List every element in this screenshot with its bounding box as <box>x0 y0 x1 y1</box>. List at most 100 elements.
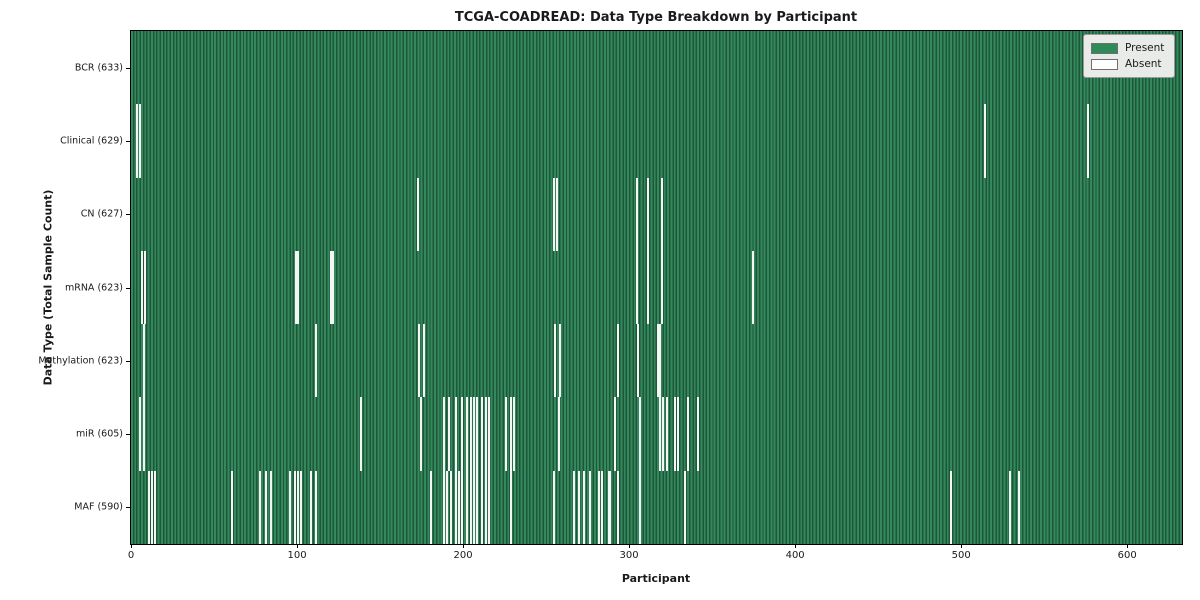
absent-stripe <box>1087 104 1090 178</box>
absent-stripe <box>559 324 562 398</box>
absent-stripe <box>466 397 469 471</box>
x-tick-mark <box>131 544 132 548</box>
absent-stripe <box>1017 470 1020 544</box>
absent-stripe <box>635 177 638 251</box>
absent-stripe <box>270 470 273 544</box>
heatmap-row-Clinical <box>131 104 1182 178</box>
absent-stripe <box>577 470 580 544</box>
absent-stripe <box>330 250 333 325</box>
y-tick-label-BCR: BCR (633) <box>74 62 123 74</box>
absent-stripe <box>673 397 676 471</box>
absent-stripe <box>556 177 559 251</box>
absent-stripe <box>557 397 560 471</box>
heatmap-row-miR <box>131 397 1182 471</box>
y-tick-mark <box>126 287 130 289</box>
absent-stripe <box>466 470 469 544</box>
absent-stripe <box>458 470 461 544</box>
legend-item-present: Present <box>1091 40 1167 56</box>
absent-stripe <box>639 397 642 471</box>
heatmap-row-CN <box>131 177 1182 251</box>
x-tick-label-500: 500 <box>951 550 971 561</box>
absent-stripe <box>360 397 363 471</box>
absent-stripe <box>295 250 298 325</box>
absent-stripe <box>288 470 291 544</box>
x-tick-label-300: 300 <box>619 550 639 561</box>
absent-stripe <box>660 250 663 325</box>
absent-stripe <box>142 324 145 398</box>
x-tick-mark <box>795 544 797 548</box>
absent-stripe <box>476 397 479 471</box>
absent-stripe <box>449 470 452 544</box>
absent-stripe <box>683 470 686 544</box>
absent-stripe <box>658 324 661 398</box>
absent-stripe <box>504 397 507 471</box>
absent-stripe <box>150 470 153 544</box>
legend-label-present: Present <box>1125 42 1165 54</box>
x-tick-label-400: 400 <box>785 550 805 561</box>
absent-stripe <box>230 470 233 544</box>
absent-stripe <box>484 397 487 471</box>
absent-stripe <box>665 397 668 471</box>
absent-stripe <box>293 470 296 544</box>
absent-stripe <box>147 470 150 544</box>
absent-stripe <box>423 324 426 398</box>
absent-stripe <box>1009 470 1012 544</box>
absent-stripe <box>473 397 476 471</box>
absent-stripe <box>443 470 446 544</box>
absent-stripe <box>481 470 484 544</box>
absent-stripe <box>647 250 650 325</box>
absent-stripe <box>416 177 419 251</box>
absent-stripe <box>614 397 617 471</box>
heatmap-row-mRNA <box>131 250 1182 325</box>
y-tick-mark <box>126 214 130 216</box>
absent-stripe <box>572 470 575 544</box>
y-tick-mark <box>126 507 130 509</box>
absent-stripe <box>446 470 449 544</box>
absent-stripe <box>660 177 663 251</box>
absent-stripe <box>635 250 638 325</box>
absent-stripe <box>461 470 464 544</box>
x-tick-mark <box>629 544 631 548</box>
absent-stripe <box>469 470 472 544</box>
absent-stripe <box>429 470 432 544</box>
absent-stripe <box>658 397 661 471</box>
absent-stripe <box>637 324 640 398</box>
y-tick-label-miR: miR (605) <box>75 428 123 440</box>
x-tick-label-0: 0 <box>127 550 135 561</box>
x-tick-mark <box>463 544 465 548</box>
x-tick-mark <box>1127 544 1129 548</box>
present-swatch-icon <box>1091 42 1118 54</box>
x-axis-label: Participant <box>621 572 691 585</box>
absent-stripe <box>687 397 690 471</box>
absent-stripe <box>607 470 610 544</box>
y-tick-label-mRNA: mRNA (623) <box>64 282 123 293</box>
y-tick-mark <box>126 140 130 142</box>
y-tick-label-MAF: MAF (590) <box>74 501 123 513</box>
x-tick-mark <box>961 544 963 548</box>
absent-stripe <box>487 470 490 544</box>
absent-stripe <box>617 470 620 544</box>
absent-stripe <box>751 250 754 325</box>
absent-stripe <box>331 250 334 325</box>
absent-stripe <box>597 470 600 544</box>
absent-stripe <box>481 397 484 471</box>
legend: Present Absent <box>1083 34 1175 78</box>
absent-stripe <box>258 470 261 544</box>
absent-stripe <box>657 324 660 398</box>
absent-stripe <box>509 470 512 544</box>
absent-stripe <box>315 324 318 398</box>
x-tick-mark <box>297 544 299 548</box>
heatmap-row-Methylation <box>131 324 1182 398</box>
y-tick-label-Clinical: Clinical (629) <box>60 135 123 147</box>
absent-stripe <box>454 397 457 471</box>
absent-stripe <box>418 324 421 398</box>
absent-stripe <box>677 397 680 471</box>
absent-stripe <box>135 104 138 178</box>
chart-title: TCGA-COADREAD: Data Type Breakdown by Pa… <box>454 10 858 25</box>
absent-stripe <box>297 470 300 544</box>
absent-stripe <box>154 470 157 544</box>
heatmap-row-BCR <box>131 31 1182 105</box>
absent-stripe <box>600 470 603 544</box>
absent-stripe <box>662 397 665 471</box>
